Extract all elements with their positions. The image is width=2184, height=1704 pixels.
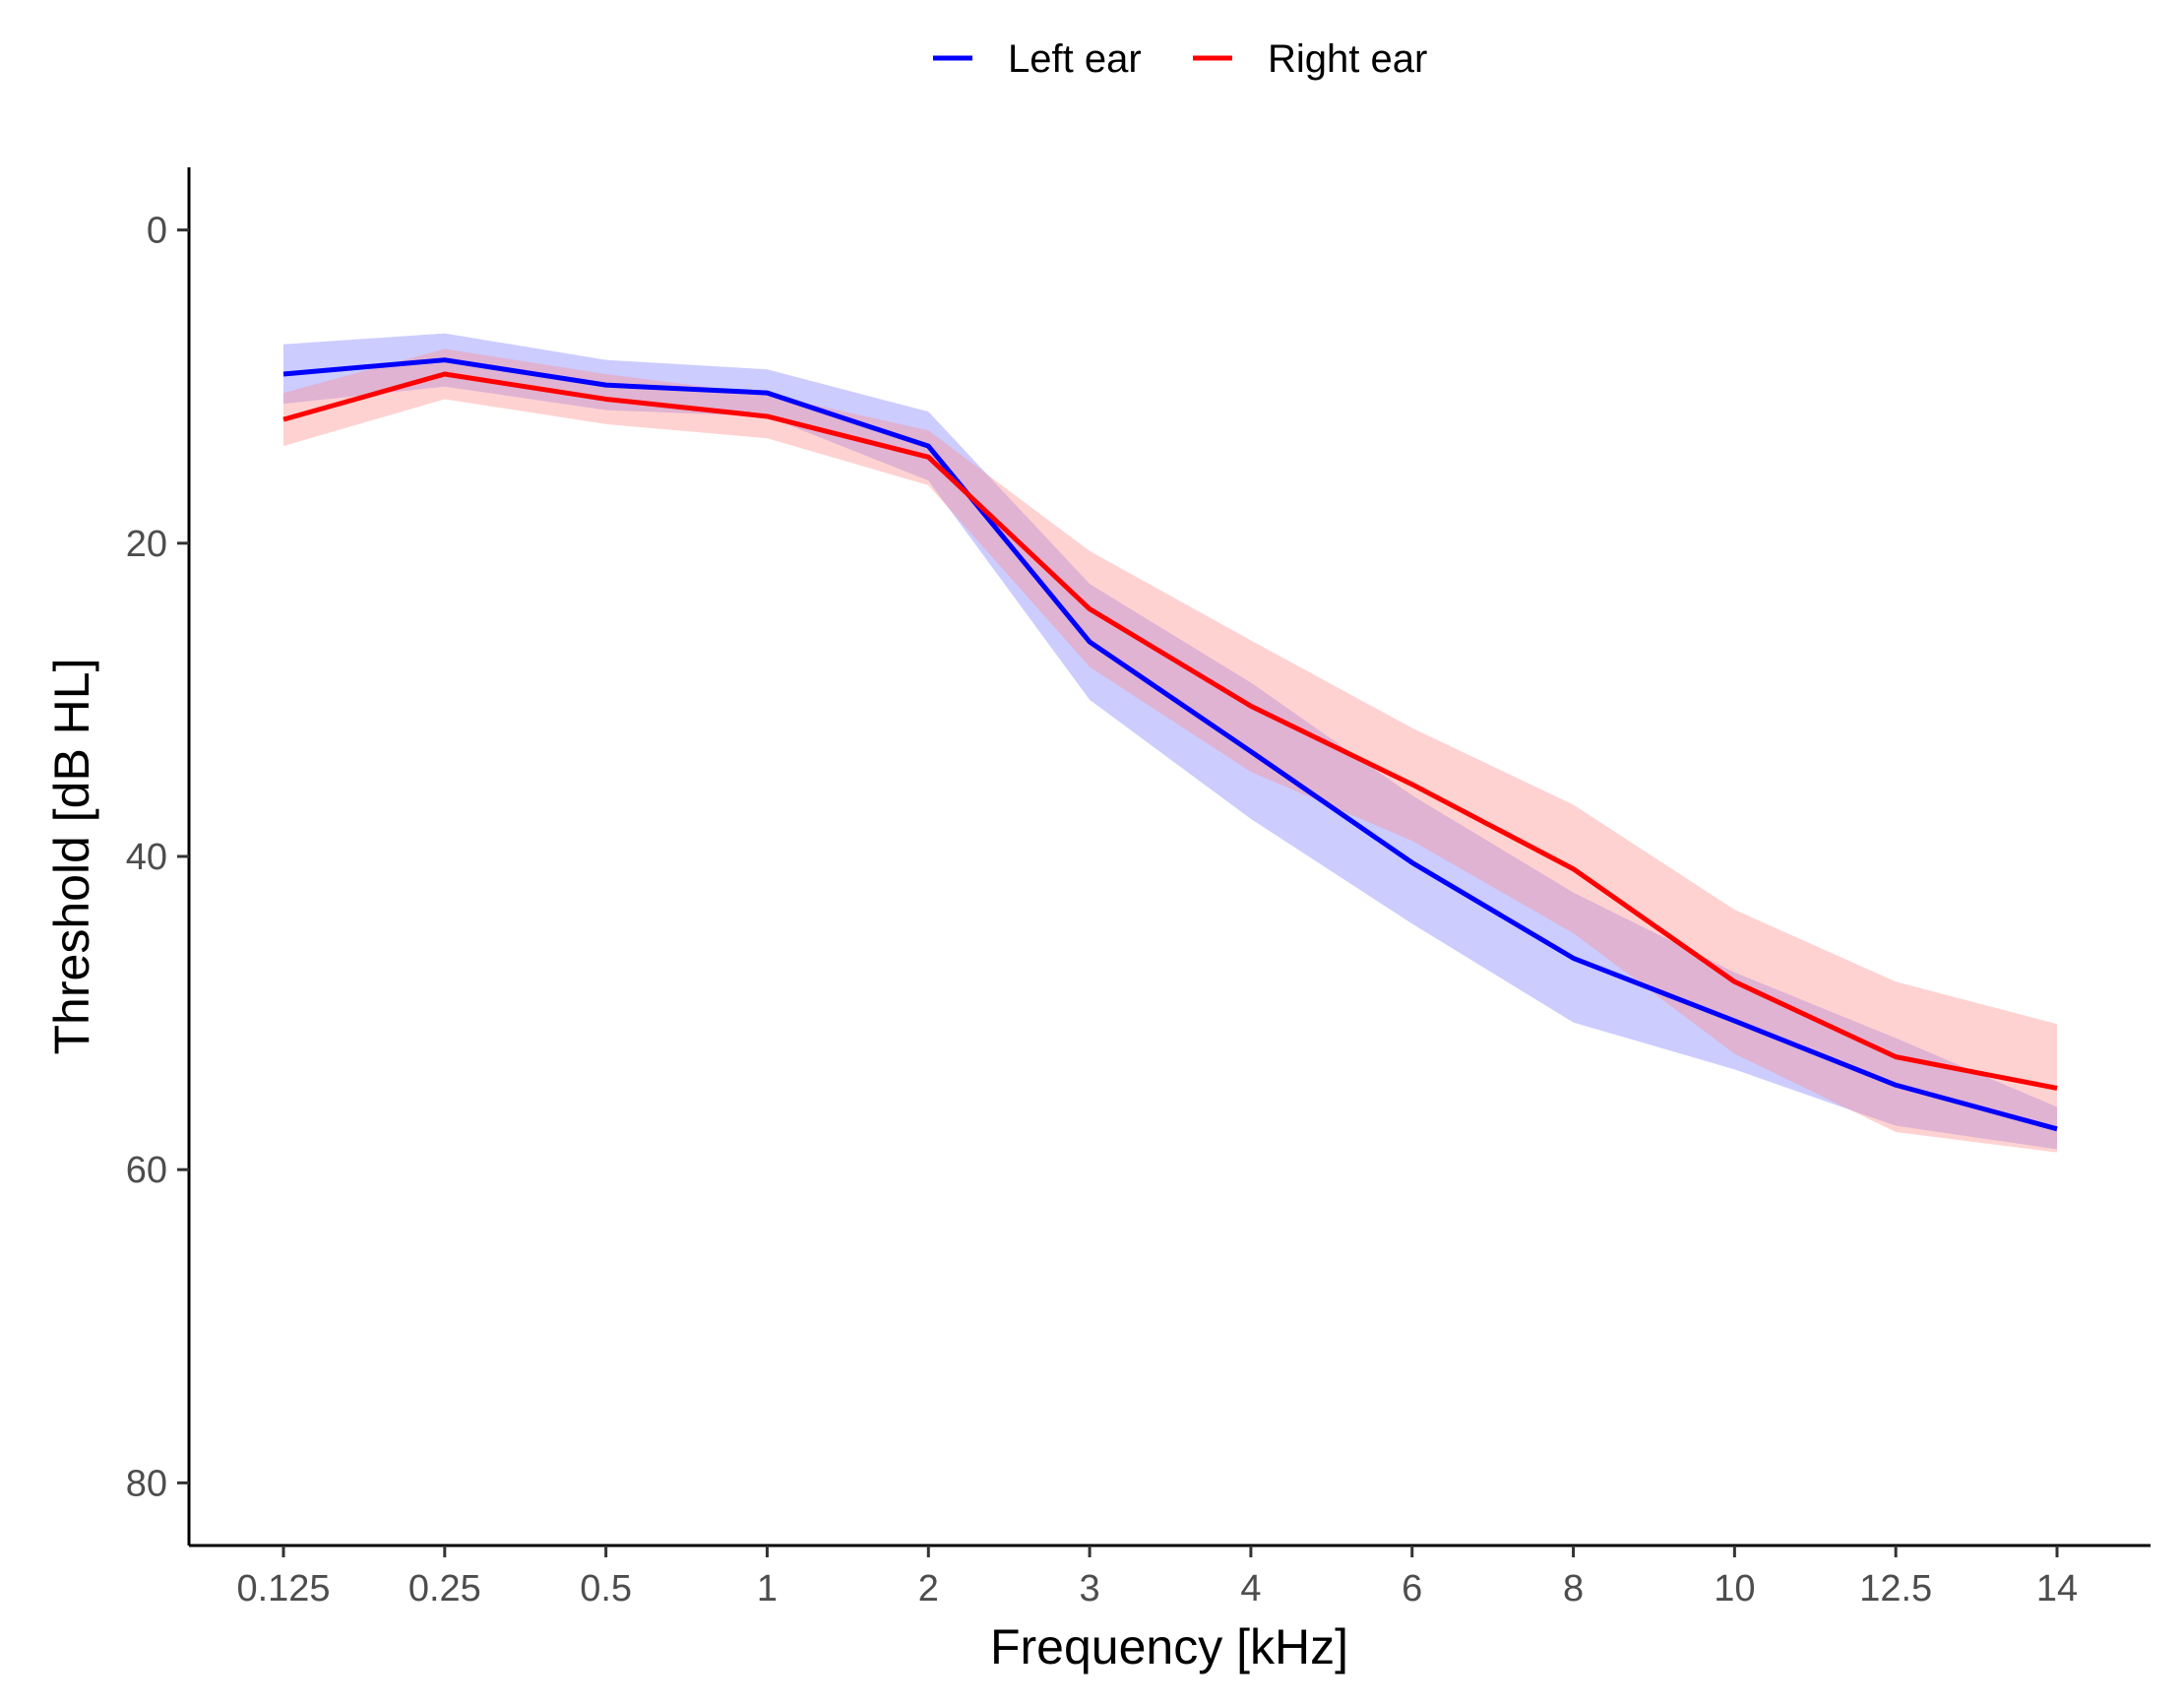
y-tick-label: 60 <box>126 1150 167 1191</box>
x-tick-label: 14 <box>2036 1568 2078 1609</box>
x-tick-label: 0.5 <box>580 1568 632 1609</box>
x-tick-label: 4 <box>1240 1568 1261 1609</box>
y-tick-label: 80 <box>126 1463 167 1504</box>
x-tick-label: 2 <box>918 1568 939 1609</box>
x-axis-title: Frequency [kHz] <box>990 1619 1348 1674</box>
x-tick-label: 10 <box>1714 1568 1755 1609</box>
x-tick-label: 0.25 <box>408 1568 481 1609</box>
x-axis-ticks: 0.125 0.25 0.5 1 2 3 4 6 8 10 12.5 14 <box>236 1546 2078 1609</box>
x-tick-label: 0.125 <box>236 1568 330 1609</box>
x-tick-label: 1 <box>757 1568 778 1609</box>
x-tick-label: 3 <box>1080 1568 1100 1609</box>
y-tick-label: 40 <box>126 837 167 878</box>
x-tick-label: 12.5 <box>1859 1568 1932 1609</box>
x-tick-label: 6 <box>1402 1568 1422 1609</box>
legend-label-right-ear: Right ear <box>1268 37 1427 81</box>
series-lines <box>282 357 2058 1132</box>
y-tick-label: 20 <box>126 524 167 565</box>
y-axis-title: Threshold [dB HL] <box>44 659 99 1055</box>
right-ear-line <box>282 371 2058 1091</box>
y-tick-label: 0 <box>147 211 167 252</box>
legend-label-left-ear: Left ear <box>1008 37 1142 81</box>
left-ear-confidence-band <box>283 333 2057 1150</box>
legend: Left ear Right ear <box>933 37 1427 81</box>
right-ear-confidence-band <box>283 348 2057 1153</box>
left-ear-line <box>282 357 2058 1132</box>
confidence-bands <box>283 333 2057 1153</box>
x-tick-label: 8 <box>1563 1568 1584 1609</box>
y-axis-ticks: 0 20 40 60 80 <box>126 211 189 1504</box>
